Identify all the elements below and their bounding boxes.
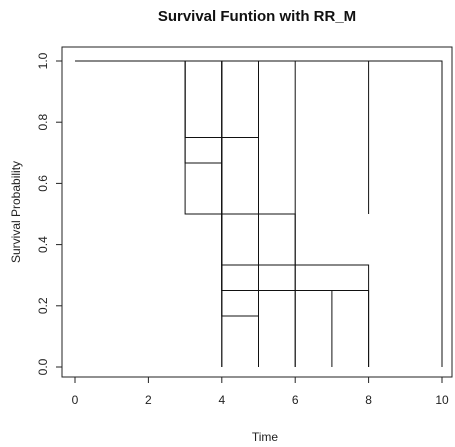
x-tick-label: 10 [435, 393, 449, 407]
y-tick-label: 0.8 [36, 114, 50, 131]
x-tick-label: 4 [218, 393, 225, 407]
y-axis-label: Survival Probability [9, 161, 23, 263]
chart-title: Survival Funtion with RR_M [158, 8, 356, 25]
y-axis: 0.0 0.2 0.4 0.6 0.8 1.0 [36, 52, 62, 375]
y-tick-label: 0.2 [36, 297, 50, 314]
x-tick-label: 2 [145, 393, 152, 407]
y-tick-label: 1.0 [36, 52, 50, 69]
x-tick-label: 6 [292, 393, 299, 407]
x-tick-label: 0 [72, 393, 79, 407]
plot-frame [61, 46, 453, 378]
survival-curves [75, 60, 443, 367]
y-tick-label: 0.6 [36, 175, 50, 192]
x-axis-label: Time [252, 430, 279, 444]
x-axis: 0 2 4 6 8 10 [72, 377, 449, 407]
y-tick-label: 0.0 [36, 358, 50, 375]
survival-curve-2 [75, 60, 259, 367]
y-tick-label: 0.4 [36, 236, 50, 253]
survival-curve-13 [75, 60, 443, 367]
x-tick-label: 8 [365, 393, 372, 407]
